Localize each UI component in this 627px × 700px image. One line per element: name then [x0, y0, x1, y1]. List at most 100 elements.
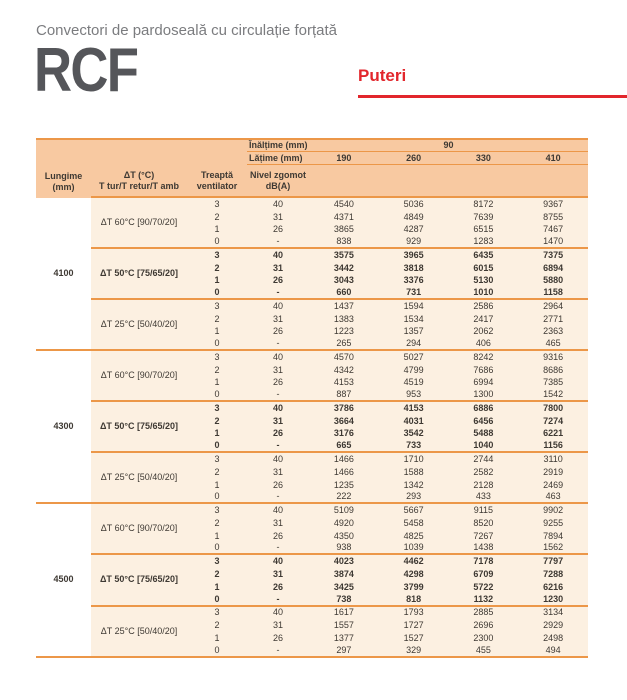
zgomot-cell: -	[247, 542, 309, 556]
value-cell: 7267	[448, 529, 519, 543]
lungime-header: Lungime (mm)	[36, 165, 91, 198]
header-blank	[36, 152, 247, 165]
value-cell: 4462	[378, 555, 449, 569]
treapta-cell: 3	[187, 198, 247, 211]
value-cell: 3874	[309, 568, 379, 581]
treapta-cell: 1	[187, 427, 247, 441]
treapta-cell: 2	[187, 363, 247, 377]
table-row: ΔT 50°C [75/65/20] 3 40 3575 3965 6435 7375	[36, 249, 589, 301]
dt-cell: ΔT 60°C [90/70/20]	[91, 351, 187, 403]
treapta-cell: 0	[187, 389, 247, 403]
zgomot-cell: 26	[247, 223, 309, 237]
dt-cell: ΔT 50°C [75/65/20]	[91, 402, 187, 454]
treapta-cell: 2	[187, 619, 247, 632]
section-underline	[358, 95, 627, 98]
zgomot-cell: 31	[247, 414, 309, 428]
treapta-cell: 3	[187, 504, 247, 518]
value-cell: 3786	[309, 402, 379, 415]
value-cell: 6515	[448, 223, 519, 237]
value-cell: 1542	[518, 389, 589, 403]
value-cell: 7686	[448, 363, 519, 377]
lungime-cell: 4500	[36, 504, 91, 658]
table-row: 1 26 4153 4519 6994 7385	[36, 376, 589, 390]
value-cell: 2696	[448, 619, 519, 632]
value-cell: 1235	[309, 478, 379, 492]
value-cell: 1562	[518, 542, 589, 556]
zgomot-cell: 31	[247, 568, 309, 581]
zgomot-cell: 26	[247, 274, 309, 288]
value-cell: 7375	[518, 249, 589, 262]
table-row: 1 26 3043 3376 5130 5880	[36, 274, 589, 288]
treapta-header-line2: ventilator	[196, 180, 238, 191]
value-cell: 5488	[448, 427, 519, 441]
zgomot-header-line2: dB(A)	[265, 180, 291, 191]
value-cell: 3818	[378, 261, 449, 275]
value-cell: 1527	[378, 631, 449, 645]
value-cell: 733	[378, 440, 449, 454]
table-row: 2 31 4342 4799 7686 8686	[36, 363, 589, 377]
zgomot-cell: 40	[247, 351, 309, 364]
treapta-cell: 2	[187, 466, 247, 479]
table-row: 0-265 294 406 465	[36, 338, 589, 352]
value-cell: 1727	[378, 619, 449, 632]
value-cell: 7639	[448, 210, 519, 224]
value-cell: 4799	[378, 363, 449, 377]
table-row: ΔT 25°C [50/40/20] 3 40 1466 1710 2744 3110	[36, 453, 589, 505]
value-cell: 3799	[378, 580, 449, 594]
value-cell: 4849	[378, 210, 449, 224]
value-cell: 4153	[309, 376, 379, 390]
value-cell: 818	[378, 593, 449, 607]
zgomot-cell: 31	[247, 363, 309, 377]
value-cell: 4519	[378, 376, 449, 390]
treapta-cell: 1	[187, 325, 247, 339]
dt-cell: ΔT 50°C [75/65/20]	[91, 249, 187, 301]
value-cell: 5109	[309, 504, 379, 518]
zgomot-cell: 40	[247, 453, 309, 466]
value-cell: 4825	[378, 529, 449, 543]
lungime-header-line1: Lungime	[44, 170, 83, 181]
treapta-cell: 0	[187, 491, 247, 505]
table-row: 0-297 329 455 494	[36, 644, 589, 658]
value-cell: 2919	[518, 466, 589, 479]
dt-cell: ΔT 60°C [90/70/20]	[91, 198, 187, 250]
table-row: 2 31 3874 4298 6709 7288	[36, 568, 589, 581]
value-cell: 6435	[448, 249, 519, 262]
value-cell: 1158	[518, 287, 589, 301]
section-title: Puteri	[358, 66, 407, 85]
value-cell: 2363	[518, 325, 589, 339]
zgomot-cell: 31	[247, 466, 309, 479]
value-cell: 3176	[309, 427, 379, 441]
value-cell: 2128	[448, 478, 519, 492]
value-cell: 1040	[448, 440, 519, 454]
value-cell: 887	[309, 389, 379, 403]
value-cell: 2300	[448, 631, 519, 645]
value-cell: 1710	[378, 453, 449, 466]
page-subtitle: Convectori de pardoseală cu circulație f…	[36, 22, 337, 39]
table-row: 1 26 3425 3799 5722 6216	[36, 580, 589, 594]
powers-table: Înălțime (mm) 90 Lățime (mm) 190 260 330…	[36, 138, 589, 658]
value-cell: 4287	[378, 223, 449, 237]
zgomot-cell: -	[247, 236, 309, 250]
table-row: 2 31 3664 4031 6456 7274	[36, 414, 589, 428]
value-cell: 5130	[448, 274, 519, 288]
zgomot-cell: -	[247, 287, 309, 301]
treapta-cell: 0	[187, 287, 247, 301]
value-cell: 7797	[518, 555, 589, 569]
header-blank	[309, 165, 589, 198]
value-cell: 1230	[518, 593, 589, 607]
value-cell: 4342	[309, 363, 379, 377]
zgomot-cell: -	[247, 491, 309, 505]
value-cell: 3664	[309, 414, 379, 428]
zgomot-cell: -	[247, 338, 309, 352]
value-cell: 938	[309, 542, 379, 556]
value-cell: 5667	[378, 504, 449, 518]
value-cell: 3110	[518, 453, 589, 466]
value-cell: 265	[309, 338, 379, 352]
value-cell: 2498	[518, 631, 589, 645]
treapta-cell: 3	[187, 249, 247, 262]
header-blank	[36, 138, 247, 152]
table-row: 1 26 1235 1342 2128 2469	[36, 478, 589, 492]
table-row: 0-887 953 1300 1542	[36, 389, 589, 403]
value-cell: 1010	[448, 287, 519, 301]
latime-value: 330	[448, 152, 519, 165]
